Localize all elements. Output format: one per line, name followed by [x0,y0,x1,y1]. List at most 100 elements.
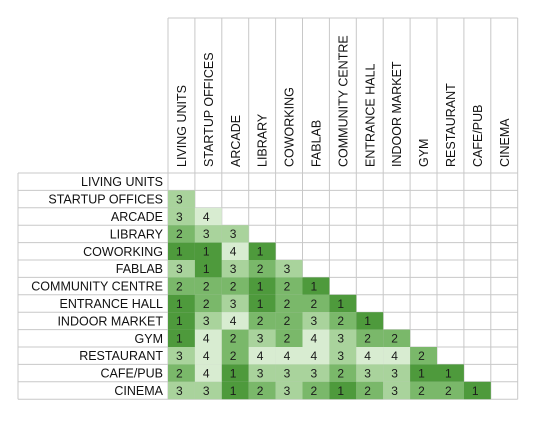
cell-value: 2 [311,297,318,311]
cell-value: 2 [337,314,344,328]
matrix-cell [356,364,384,382]
matrix-cell [275,260,303,278]
cell-value: 3 [337,332,344,346]
matrix-cell [221,260,249,278]
matrix-cell [221,294,249,313]
matrix-cell [410,364,437,382]
cell-value: 3 [284,384,291,398]
matrix-cell [221,381,249,400]
cell-value: 3 [176,210,183,224]
cell-value: 4 [230,314,237,328]
cell-value: 2 [418,349,425,363]
matrix-cell [302,312,330,330]
cell-value: 2 [284,332,291,346]
matrix-cell [168,242,195,260]
cell-value: 2 [284,314,291,328]
matrix-cell [194,207,222,226]
matrix-cell [302,364,330,382]
matrix-cell [194,329,222,347]
matrix-cell [221,312,249,330]
cell-value: 1 [230,384,237,398]
row-label: ENTRANCE HALL [60,297,164,311]
matrix-cell [194,364,222,382]
column-label: FABLAB [309,120,323,167]
matrix-cell [383,329,411,347]
matrix-cell [248,242,276,260]
matrix-cell [168,294,195,313]
cell-value: 1 [230,366,237,380]
cell-value: 2 [257,314,264,328]
matrix-cell [329,294,357,313]
cell-value: 2 [230,349,237,363]
matrix-cell [275,329,303,347]
matrix-cell [194,260,222,278]
matrix-cell [463,381,491,400]
matrix-cell [410,381,437,400]
cell-value: 3 [176,192,183,206]
cell-value: 1 [337,297,344,311]
cell-value: 3 [203,227,210,241]
matrix-cell [356,312,384,330]
matrix-cell [275,347,303,365]
matrix-cell [275,277,303,295]
matrix-cells: 3 3 4 2 3 3 1 1 4 1 3 1 3 2 3 2 2 2 1 2 1 1 2 3 1 2 2 1 1 3 4 2 2 3 2 1 1 4 2 3… [168,190,491,400]
cell-value: 3 [176,262,183,276]
matrix-cell [168,190,195,208]
matrix-cell [302,294,330,313]
matrix-cell [221,364,249,382]
cell-value: 3 [230,262,237,276]
matrix-cell [248,260,276,278]
column-label: LIVING UNITS [175,85,189,167]
matrix-cell [275,364,303,382]
column-label: INDOOR MARKET [390,61,404,167]
cell-value: 2 [203,297,210,311]
matrix-cell [302,329,330,347]
cell-value: 3 [257,332,264,346]
matrix-cell [383,364,411,382]
column-label: STARTUP OFFICES [202,52,216,167]
matrix-cell [194,294,222,313]
matrix-cell [329,364,357,382]
row-label: LIBRARY [110,227,164,241]
cell-value: 3 [284,366,291,380]
cell-value: 1 [176,297,183,311]
cell-value: 4 [311,332,318,346]
matrix-cell [168,364,195,382]
cell-value: 1 [203,245,210,259]
matrix-cell [194,277,222,295]
matrix-cell [248,329,276,347]
cell-value: 1 [445,366,452,380]
matrix-cell [329,312,357,330]
cell-value: 1 [257,297,264,311]
cell-value: 1 [311,279,318,293]
row-labels: LIVING UNITS STARTUP OFFICES ARCADE LIBRARY… [31,175,163,398]
cell-value: 1 [257,245,264,259]
matrix-cell [194,347,222,365]
row-label: RESTAURANT [79,349,163,363]
cell-value: 4 [203,210,210,224]
matrix-cell [221,347,249,365]
cell-value: 1 [176,314,183,328]
cell-value: 4 [364,349,371,363]
matrix-cell [275,312,303,330]
matrix-cell [248,312,276,330]
matrix-cell [168,277,195,295]
cell-value: 2 [230,279,237,293]
matrix-cell [302,347,330,365]
cell-value: 2 [257,262,264,276]
column-label: CAFE/PUB [471,104,485,167]
matrix-cell [329,329,357,347]
cell-value: 1 [257,279,264,293]
cell-value: 1 [203,262,210,276]
column-label: COWORKING [283,87,297,167]
cell-value: 2 [203,279,210,293]
cell-value: 3 [230,227,237,241]
cell-value: 2 [257,384,264,398]
row-label: GYM [135,332,163,346]
column-label: ARCADE [229,115,243,167]
matrix-cell [248,347,276,365]
cell-value: 2 [445,384,452,398]
matrix-cell [437,381,464,400]
cell-value: 4 [284,349,291,363]
cell-value: 3 [337,349,344,363]
